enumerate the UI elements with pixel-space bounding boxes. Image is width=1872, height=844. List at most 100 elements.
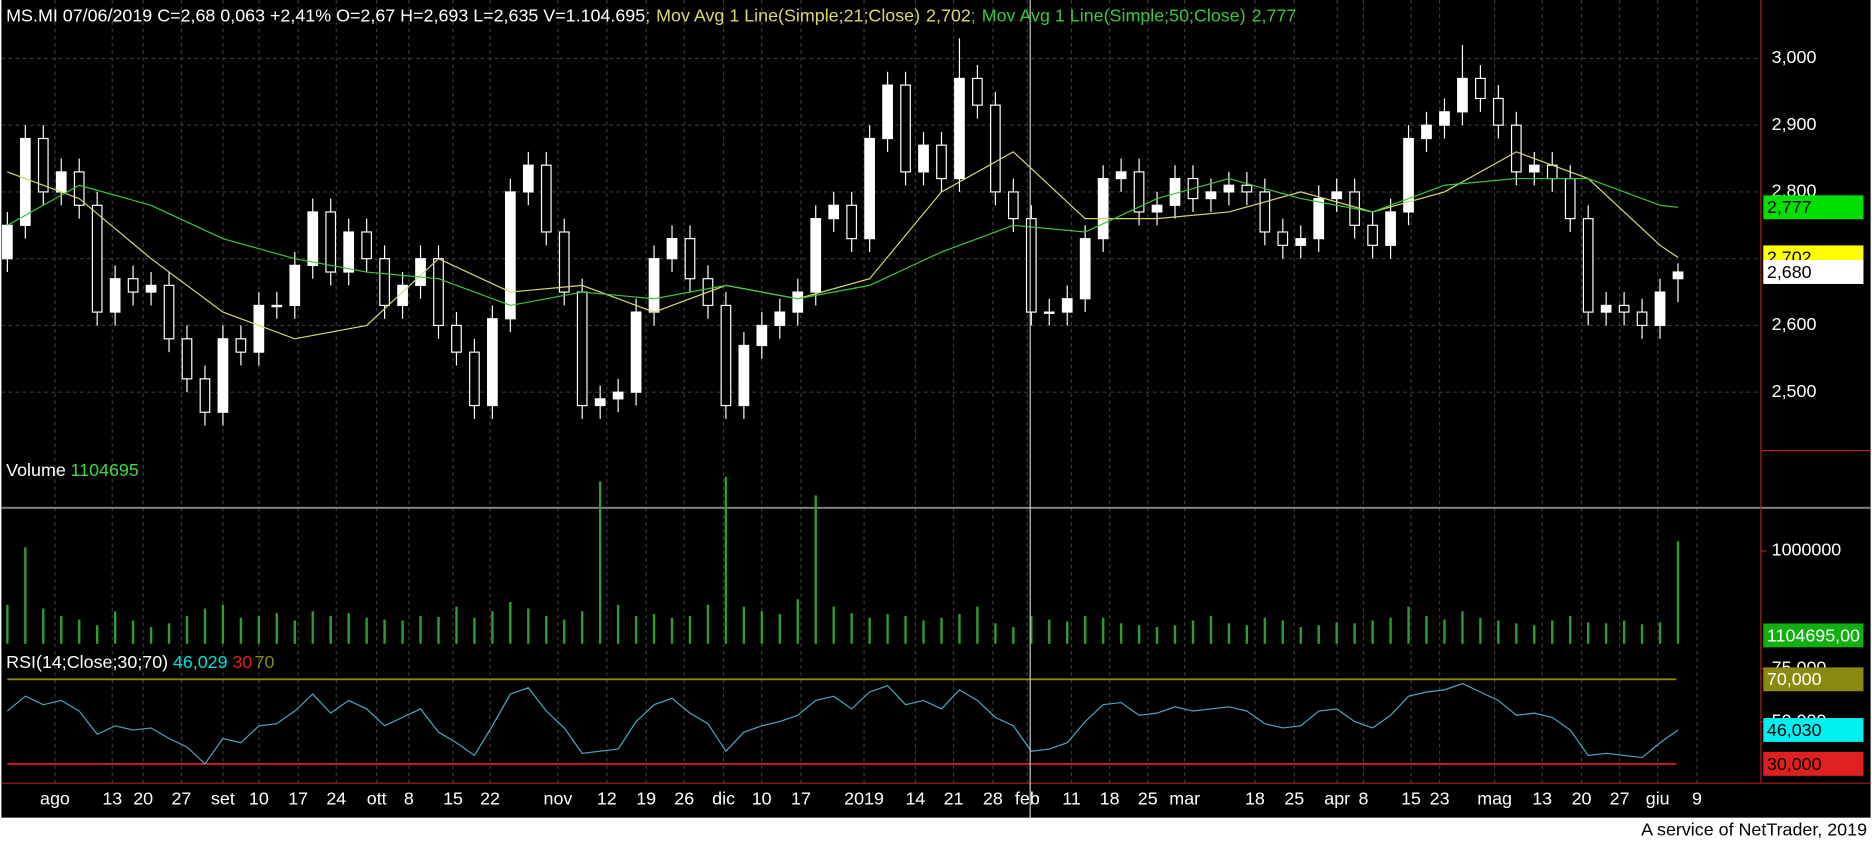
header-value: 1104695 bbox=[71, 460, 139, 480]
candle-body bbox=[1439, 111, 1450, 126]
candle-body bbox=[343, 231, 355, 273]
volume-bar bbox=[1586, 622, 1590, 644]
candle-body bbox=[1582, 218, 1594, 313]
footer-background bbox=[1, 817, 1871, 844]
y-tick-label: 2,500 bbox=[1772, 381, 1817, 401]
candle-body bbox=[199, 378, 211, 413]
volume-bar bbox=[185, 615, 189, 644]
volume-bar bbox=[1263, 617, 1267, 644]
volume-bar bbox=[868, 617, 871, 644]
candle-body bbox=[55, 171, 67, 193]
candle-body bbox=[1528, 164, 1540, 173]
candle-body bbox=[1510, 124, 1522, 173]
candle-body bbox=[810, 218, 822, 293]
candle-body bbox=[469, 351, 480, 407]
level-label: 30 bbox=[232, 652, 252, 672]
volume-bar bbox=[60, 615, 63, 644]
rsi-line bbox=[6, 682, 1679, 765]
candle-body bbox=[1636, 311, 1648, 327]
candle-body bbox=[1241, 184, 1253, 193]
candle-body bbox=[19, 137, 31, 226]
value-box-label: 2,777 bbox=[1767, 197, 1812, 217]
volume-bar bbox=[1497, 620, 1500, 644]
candle-body bbox=[1654, 291, 1666, 327]
x-tick-label: 8 bbox=[1358, 789, 1368, 809]
header-title: MS.MI 07/06/2019 C=2,68 0,063 +2,41% O=2… bbox=[6, 5, 645, 25]
candle-body bbox=[433, 258, 444, 327]
x-tick-label: giu bbox=[1646, 789, 1670, 809]
candle-body bbox=[1367, 224, 1378, 246]
candle-body bbox=[864, 137, 875, 240]
volume-bar bbox=[904, 615, 907, 644]
volume-bar bbox=[1137, 625, 1141, 644]
volume-bar bbox=[1209, 615, 1213, 644]
x-tick-label: 17 bbox=[791, 789, 811, 809]
volume-bar bbox=[1371, 620, 1374, 644]
volume-bar bbox=[652, 614, 656, 644]
x-tick-label: 15 bbox=[1401, 789, 1421, 809]
background bbox=[1, 0, 1871, 818]
x-tick-label: 27 bbox=[171, 789, 191, 809]
candle-body bbox=[792, 291, 804, 313]
volume-bar bbox=[922, 620, 925, 644]
x-tick-label: 8 bbox=[404, 789, 414, 809]
volume-bar bbox=[832, 606, 835, 644]
candle-body bbox=[307, 211, 319, 266]
volume-bar bbox=[1030, 615, 1033, 644]
x-tick-label: ott bbox=[367, 789, 387, 809]
level-label: 70 bbox=[255, 652, 275, 672]
volume-bar bbox=[1227, 623, 1231, 644]
volume-bar bbox=[724, 476, 728, 644]
value-box bbox=[1763, 623, 1864, 648]
candle-body bbox=[73, 171, 85, 206]
panel-header: Volume 1104695 bbox=[6, 460, 139, 480]
x-tick-label: 25 bbox=[1284, 789, 1304, 809]
x-tick-label: feb bbox=[1015, 789, 1040, 809]
value-box-label: 46,030 bbox=[1767, 720, 1822, 740]
volume-bar bbox=[42, 608, 45, 644]
candle-body bbox=[594, 398, 606, 407]
volume-bar bbox=[1012, 627, 1015, 644]
candle-body bbox=[1492, 97, 1504, 126]
volume-bar bbox=[940, 617, 943, 644]
legend-name: Mov Avg 1 Line(Simple;21;Close) bbox=[656, 5, 920, 25]
candle-body bbox=[325, 211, 337, 273]
x-tick-label: 18 bbox=[1100, 789, 1120, 809]
candle-body bbox=[379, 258, 390, 307]
volume-bar bbox=[1335, 622, 1338, 644]
value-box-label: 30,000 bbox=[1767, 754, 1822, 774]
candle-body bbox=[1403, 137, 1414, 213]
legend-value: 2,777 bbox=[1252, 5, 1297, 25]
candle-body bbox=[1295, 238, 1307, 246]
volume-bar bbox=[491, 611, 494, 644]
candle-body bbox=[630, 311, 642, 393]
volume-bar bbox=[1155, 627, 1159, 644]
x-tick-label: 25 bbox=[1138, 789, 1158, 809]
volume-bar bbox=[1245, 625, 1249, 644]
x-tick-label: 11 bbox=[1062, 789, 1081, 809]
volume-bar bbox=[1119, 623, 1123, 644]
volume-bar bbox=[545, 615, 548, 644]
volume-bar bbox=[6, 604, 9, 644]
volume-bar bbox=[1191, 620, 1195, 644]
candle-body bbox=[648, 258, 660, 313]
x-tick-label: 22 bbox=[480, 789, 500, 809]
x-tick-label: 26 bbox=[674, 789, 694, 809]
candle-body bbox=[684, 238, 696, 280]
volume-bar bbox=[1048, 619, 1051, 644]
volume-bar bbox=[976, 606, 979, 644]
candle-body bbox=[1564, 177, 1576, 220]
volume-bar bbox=[1676, 541, 1680, 644]
candle-body bbox=[1475, 77, 1486, 100]
y-tick-label: 2,900 bbox=[1772, 114, 1817, 134]
volume-bar bbox=[401, 620, 404, 644]
candle-body bbox=[1079, 238, 1091, 300]
candle-body bbox=[738, 344, 750, 407]
panel-header: RSI(14;Close;30;70) 46,029 30 70 bbox=[6, 652, 274, 672]
x-tick-label: dic bbox=[712, 789, 735, 809]
candle-body bbox=[37, 137, 49, 193]
volume-bar bbox=[329, 615, 332, 644]
x-tick-label: nov bbox=[544, 789, 573, 809]
candle-body bbox=[1331, 191, 1343, 200]
x-tick-label: 12 bbox=[597, 789, 617, 809]
